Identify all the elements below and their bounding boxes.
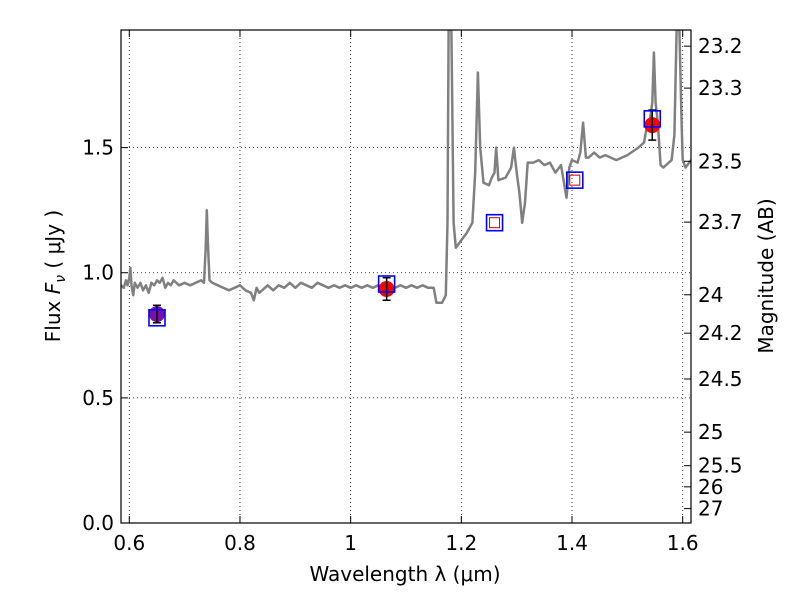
- y-axis-title-prefix: Flux: [41, 294, 65, 342]
- axis-ticks: 0.6 0.8 1 1.2 1.4 1.6 0.0 0.5 1.0 1.5 23.2 23.3 23.5…: [82, 30, 743, 555]
- x-tick-label: 1: [344, 531, 357, 555]
- y-tick-label: 1.0: [82, 261, 114, 285]
- y-tick-label: 1.5: [82, 136, 114, 160]
- x-tick-label: 1.2: [445, 531, 477, 555]
- predicted-photometry-square: [489, 217, 501, 229]
- x-tick-label: 0.8: [224, 531, 256, 555]
- magnitude-tick-label: 24.2: [698, 321, 743, 345]
- y-axis-title-subscript: ν: [53, 275, 69, 283]
- x-axis-title: Wavelength λ (μm): [309, 562, 500, 586]
- magnitude-tick-label: 23.3: [698, 76, 743, 100]
- magnitude-tick-label: 25.5: [698, 454, 743, 478]
- data-layer: [121, 30, 691, 327]
- model-photometry-square: [565, 171, 584, 189]
- predicted-photometry-square: [569, 174, 581, 186]
- y-axis-title-left: Flux Fν ( μJy ): [41, 210, 69, 342]
- magnitude-tick-label: 24.5: [698, 367, 743, 391]
- x-tick-label: 0.6: [113, 531, 145, 555]
- magnitude-tick-label: 23.2: [698, 34, 743, 58]
- magnitude-tick-label: 27: [698, 497, 723, 521]
- magnitude-tick-label: 25: [698, 420, 723, 444]
- magnitude-tick-label: 23.5: [698, 149, 743, 173]
- y-axis-title-right: Magnitude (AB): [754, 198, 778, 353]
- model-photometry-square: [148, 308, 166, 327]
- x-tick-label: 1.6: [667, 531, 699, 555]
- model-spectrum-line: [121, 30, 691, 305]
- y-tick-label: 0.5: [82, 386, 114, 410]
- model-photometry-square: [485, 213, 504, 232]
- model-photometry-square: [643, 110, 662, 128]
- model-photometry-square: [377, 275, 396, 293]
- grid-lines: [121, 30, 691, 524]
- y-tick-label: 0.0: [82, 511, 114, 535]
- y-axis-title-symbol: F: [41, 282, 65, 294]
- magnitude-tick-label: 24: [698, 283, 723, 307]
- plot-frame: [120, 29, 692, 524]
- x-tick-label: 1.4: [556, 531, 588, 555]
- magnitude-tick-label: 23.7: [698, 210, 743, 234]
- magnitude-tick-label: 26: [698, 475, 723, 499]
- y-axis-title-suffix: ( μJy ): [41, 210, 65, 275]
